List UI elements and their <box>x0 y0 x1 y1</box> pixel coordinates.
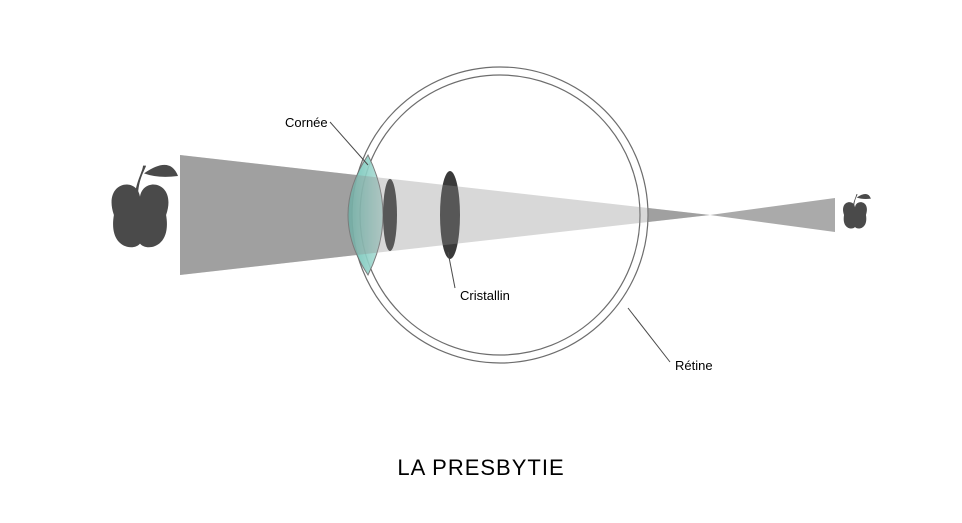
apple-object <box>112 165 178 247</box>
presbyopia-diagram <box>0 0 962 523</box>
diagram-stage: Cornée Cristallin Rétine LA PRESBYTIE <box>0 0 962 523</box>
apple-image <box>843 194 871 229</box>
label-cornea: Cornée <box>285 115 328 130</box>
label-lens: Cristallin <box>460 288 510 303</box>
diagram-title: LA PRESBYTIE <box>0 455 962 481</box>
label-retina: Rétine <box>675 358 713 373</box>
